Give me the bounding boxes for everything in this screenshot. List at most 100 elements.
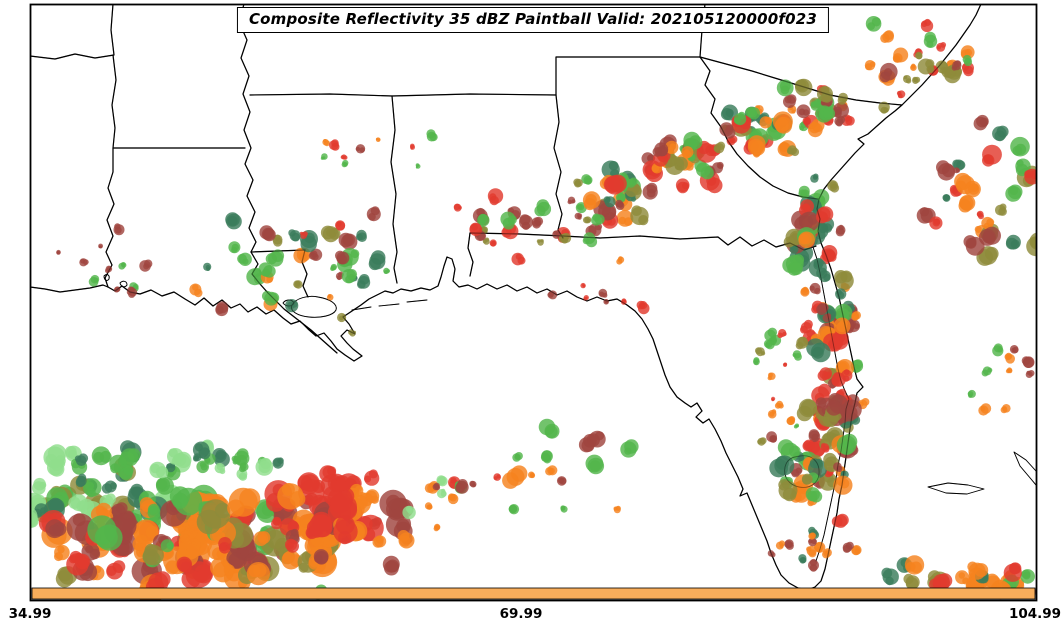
paintball-blob — [585, 454, 605, 475]
paintball-blob — [1010, 136, 1030, 157]
paintball-blob — [778, 479, 798, 502]
paintball-blob — [917, 58, 935, 75]
paintball-blob — [1025, 370, 1035, 378]
paintball-blob — [1024, 168, 1036, 185]
paintball-blob — [299, 231, 308, 239]
paintball-blob — [402, 505, 416, 520]
paintball-blob — [47, 459, 65, 477]
paintball-blob — [117, 464, 134, 481]
paintball-blob — [982, 144, 1002, 167]
paintball-blob — [455, 479, 469, 494]
paintball-blob — [836, 433, 858, 455]
paintball-blob — [681, 146, 694, 159]
paintball-blob — [1009, 345, 1019, 354]
paintball-blob — [581, 174, 593, 185]
paintball-blob — [538, 418, 560, 439]
paintball-blob — [54, 544, 70, 562]
x-tick-label-1: 69.99 — [499, 606, 543, 622]
paintball-blob — [322, 139, 330, 147]
paintball-blob — [481, 226, 488, 234]
paintball-blob — [265, 249, 285, 267]
paintball-blob — [808, 558, 819, 572]
paintball-blob — [960, 45, 975, 60]
paintball-blob — [340, 154, 348, 160]
paintball-blob — [169, 486, 203, 516]
paintball-blob — [833, 317, 851, 335]
paintball-blob — [793, 423, 799, 429]
paintball-blob — [929, 216, 943, 230]
paintball-blob — [231, 455, 241, 465]
paintball-cluster-sc-offshore — [864, 15, 975, 114]
paintball-blob — [786, 416, 796, 426]
paintball-blob — [772, 111, 793, 134]
paintball-blob — [227, 487, 261, 517]
paintball-blob — [936, 42, 947, 52]
paintball-blob — [98, 243, 103, 249]
paintball-blob — [372, 535, 387, 548]
paintball-blob — [954, 172, 976, 195]
paintball-blob — [620, 439, 639, 458]
paintball-blob — [764, 327, 778, 342]
paintball-blob — [932, 573, 953, 592]
paintball-blob — [31, 506, 39, 528]
x-tick-label-2: 104.99 — [1008, 606, 1062, 622]
paintball-blob — [139, 259, 153, 272]
paintball-blob — [365, 489, 380, 504]
paintball-blob — [920, 18, 934, 33]
paintball-blob — [583, 295, 589, 301]
paintball-cluster-panhandle-dots — [547, 256, 650, 315]
paintball-blob — [753, 357, 760, 366]
paintball-blob — [826, 393, 849, 416]
bahama-island-2 — [1013, 451, 1036, 486]
paintball-cluster-right-mid-scatter — [967, 343, 1035, 416]
paintball-cluster-gulf-main-core — [38, 484, 351, 600]
paintball-blob — [91, 446, 112, 466]
paintball-blob — [379, 489, 407, 520]
paintball-blob — [383, 267, 390, 274]
border-red-river — [31, 5, 115, 60]
paintball-blob — [432, 482, 441, 491]
paintball-blob — [1003, 562, 1022, 582]
paintball-blob — [382, 555, 400, 576]
paintball-blob — [582, 191, 601, 211]
paintball-blob — [189, 283, 203, 298]
paintball-blob — [437, 488, 447, 499]
border-tx-ar-la — [111, 54, 246, 149]
paintball-blob — [410, 143, 415, 150]
paintball-blob — [786, 145, 800, 157]
paintball-blob — [426, 129, 438, 142]
paintball-blob — [357, 274, 371, 289]
paintball-blob — [815, 105, 836, 123]
paintball-blob — [288, 229, 301, 242]
paintball-blob — [603, 174, 627, 195]
colorbar — [31, 587, 1036, 600]
paintball-blob — [578, 434, 597, 453]
paintball-cluster-gulf-north-green — [75, 439, 284, 488]
bahama-island-1 — [927, 482, 985, 495]
paintball-blob — [1026, 232, 1036, 257]
paintball-blob — [995, 203, 1007, 216]
paintball-blob — [851, 545, 862, 556]
paintball-blob — [992, 343, 1004, 357]
paintball-blob — [272, 457, 284, 469]
paintball-blob — [810, 173, 819, 183]
paintball-blob — [767, 409, 777, 419]
paintball-blob — [777, 329, 787, 339]
paintball-blob — [500, 211, 517, 230]
paintball-blob — [796, 104, 811, 119]
paintball-blob — [75, 473, 87, 488]
paintball-blob — [1005, 234, 1021, 250]
paintball-cluster-fl-okeechobee-cluster — [769, 433, 858, 507]
paintball-blob — [967, 561, 989, 580]
paintball-blob — [879, 62, 898, 83]
paintball-blob — [808, 537, 817, 547]
paintball-blob — [880, 30, 894, 43]
paintball-blob — [978, 226, 1001, 246]
paintball-blob — [636, 300, 650, 315]
paintball-blob — [285, 538, 299, 553]
paintball-blob — [775, 540, 785, 550]
paintball-blob — [785, 254, 805, 276]
paintball-blob — [820, 443, 830, 453]
paintball-blob — [308, 248, 323, 261]
